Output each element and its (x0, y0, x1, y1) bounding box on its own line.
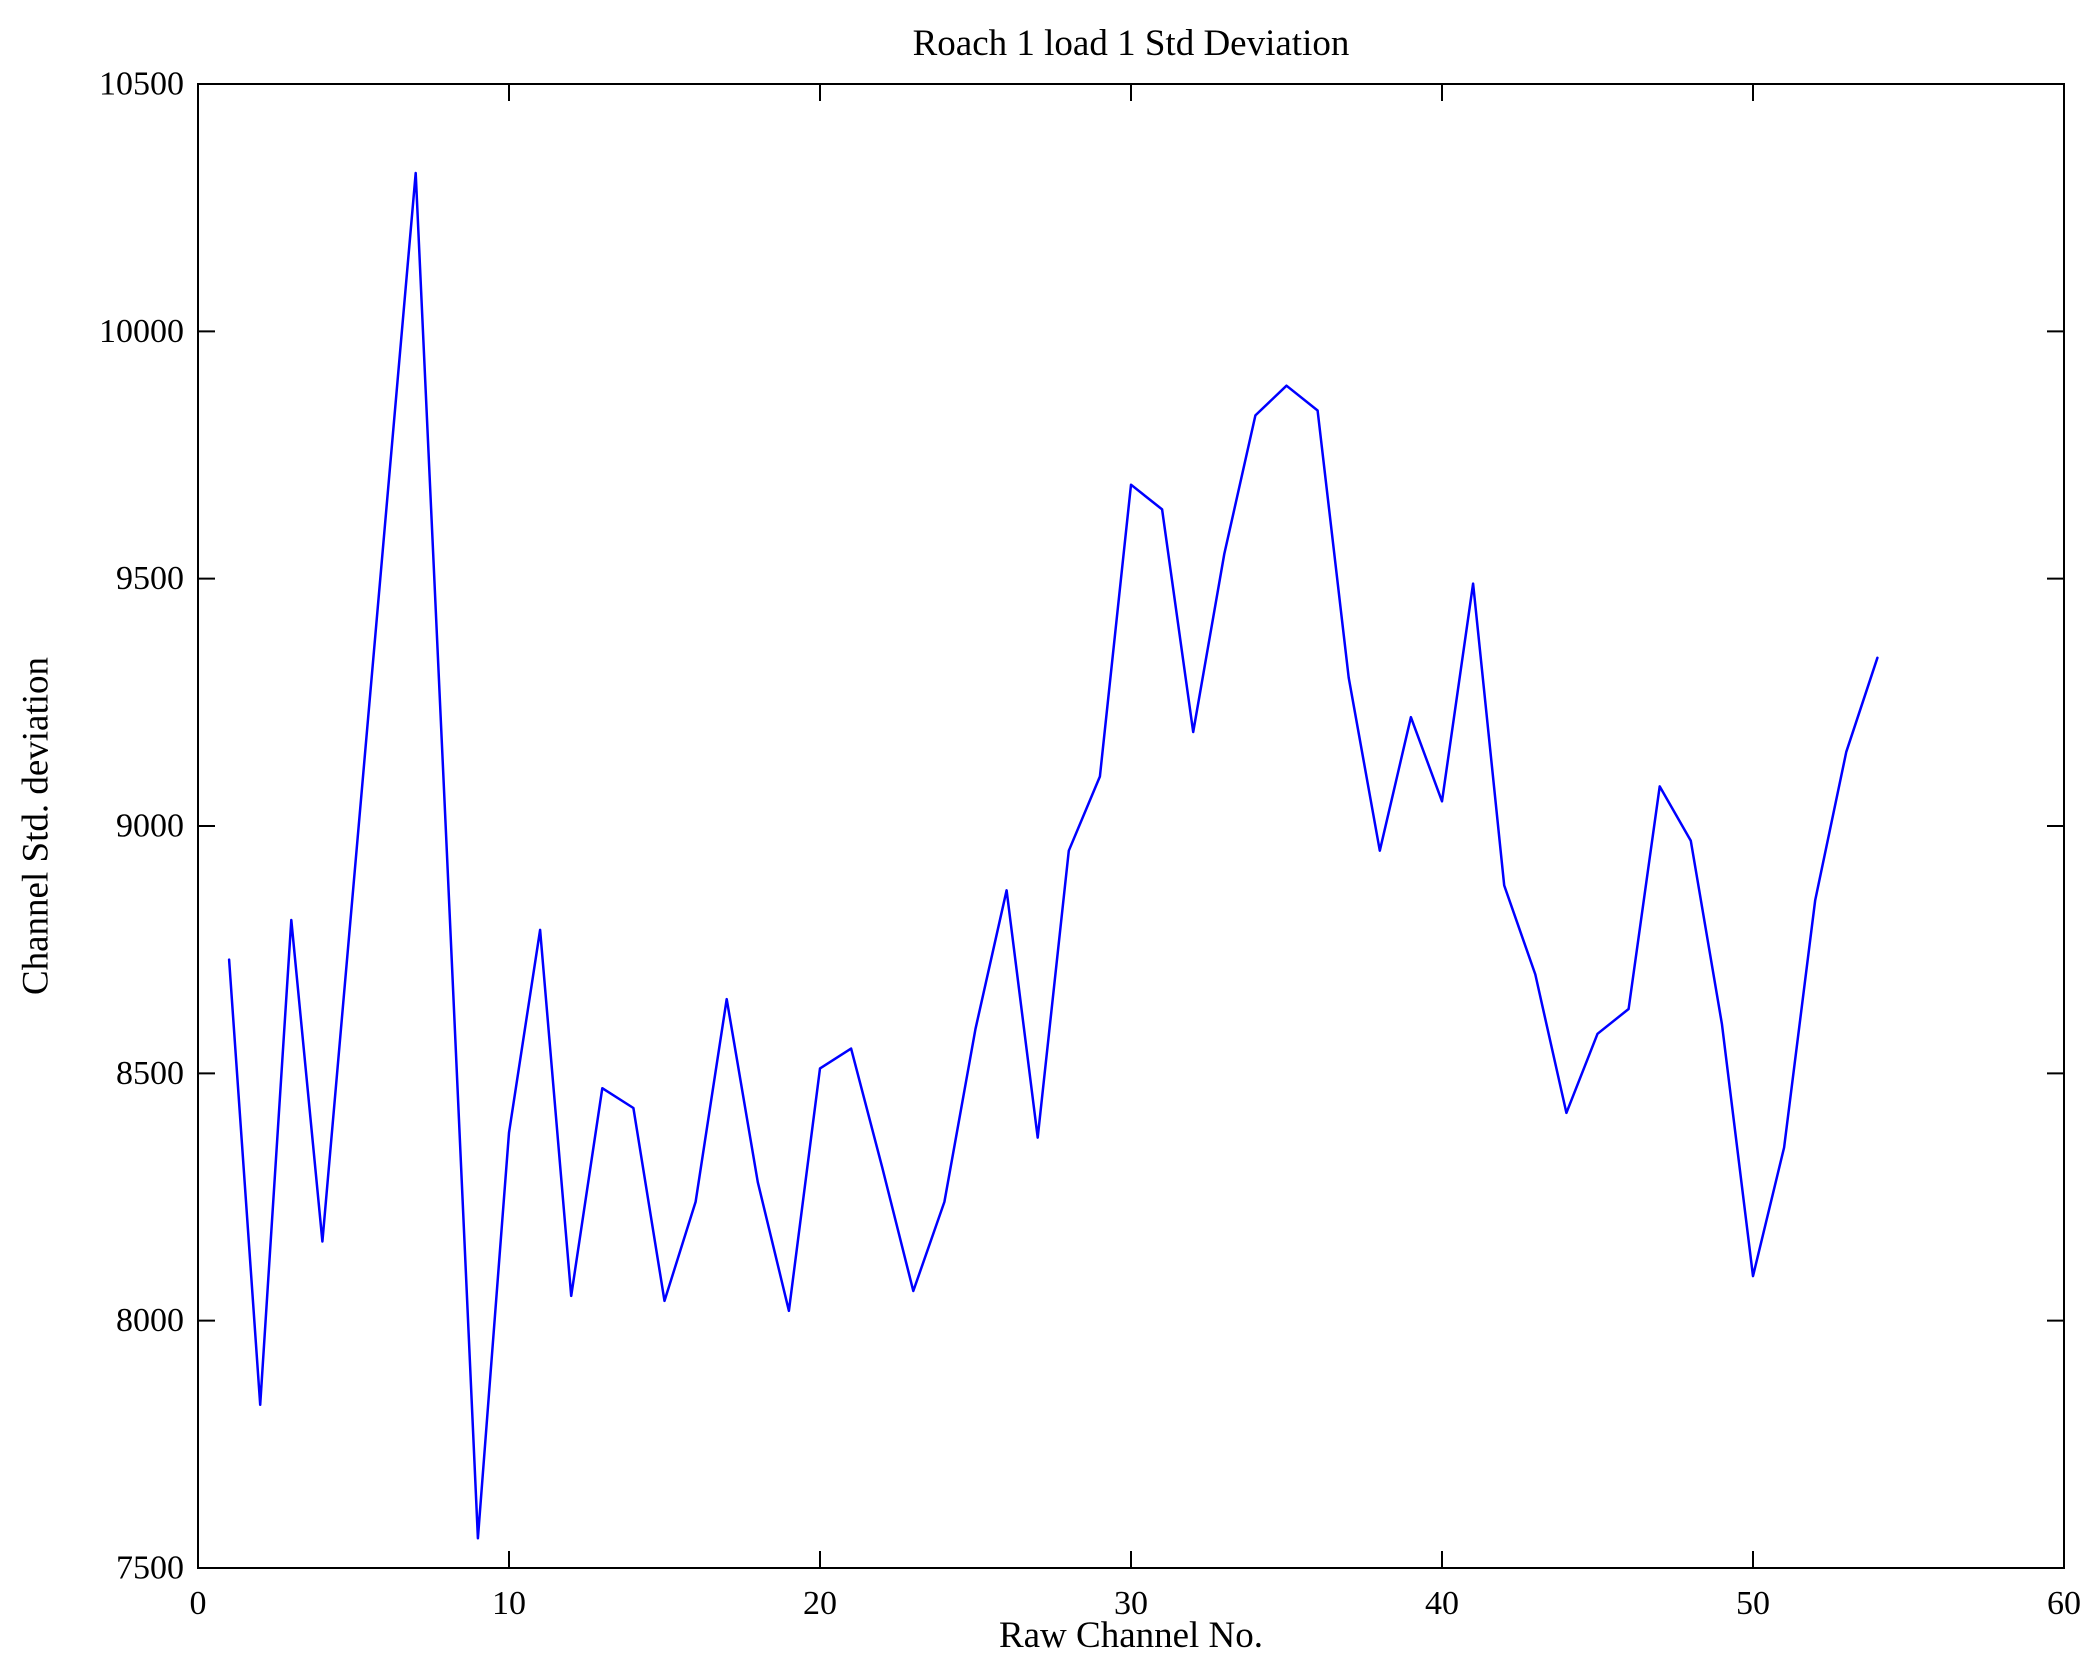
x-tick-label: 30 (1114, 1585, 1148, 1622)
plot-box (197, 83, 2065, 1569)
y-tick-label: 10500 (99, 66, 184, 103)
chart-title: Roach 1 load 1 Std Deviation (912, 23, 1350, 64)
y-tick-label: 8500 (116, 1055, 184, 1092)
y-tick-label: 7500 (116, 1550, 184, 1587)
x-axis-label: Raw Channel No. (998, 1615, 1264, 1656)
data-line (227, 171, 1879, 1540)
x-tick-label: 10 (492, 1585, 526, 1622)
x-tick-label: 40 (1425, 1585, 1459, 1622)
y-tick-label: 9500 (116, 560, 184, 597)
y-axis-label: Channel Std. deviation (15, 656, 57, 996)
x-tick-label: 60 (2047, 1585, 2081, 1622)
x-tick-label: 0 (190, 1585, 207, 1622)
x-tick-label: 20 (803, 1585, 837, 1622)
y-tick-label: 10000 (99, 313, 184, 350)
y-tick-label: 9000 (116, 808, 184, 845)
y-tick-label: 8000 (116, 1302, 184, 1339)
x-tick-label: 50 (1736, 1585, 1770, 1622)
